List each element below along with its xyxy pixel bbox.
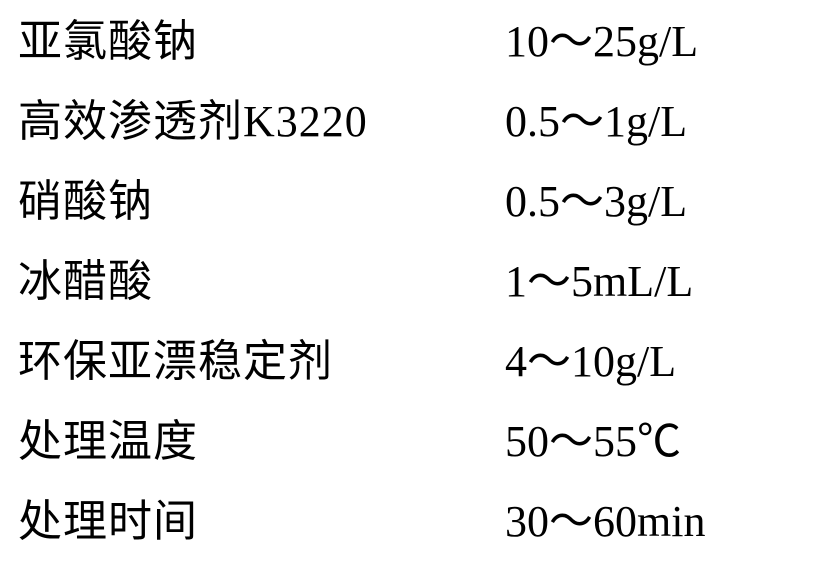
param-value: 10～25g/L <box>505 2 698 82</box>
table-row: 高效渗透剂K3220 0.5～1g/L <box>0 82 832 162</box>
param-value: 0.5～3g/L <box>505 162 687 242</box>
table-row: 冰醋酸 1～5mL/L <box>0 242 832 322</box>
table-row: 硝酸钠 0.5～3g/L <box>0 162 832 242</box>
param-value: 1～5mL/L <box>505 242 693 322</box>
param-label: 冰醋酸 <box>18 242 153 322</box>
table-row: 亚氯酸钠 10～25g/L <box>0 2 832 82</box>
table-row: 处理时间 30～60min <box>0 482 832 562</box>
param-label: 处理时间 <box>18 482 198 562</box>
parameter-list: 亚氯酸钠 10～25g/L 高效渗透剂K3220 0.5～1g/L 硝酸钠 0.… <box>0 0 832 565</box>
table-row: 环保亚漂稳定剂 4～10g/L <box>0 322 832 402</box>
param-label: 亚氯酸钠 <box>18 2 198 82</box>
param-label: 硝酸钠 <box>18 162 153 242</box>
param-label: 处理温度 <box>18 402 198 482</box>
param-label: 环保亚漂稳定剂 <box>18 322 333 402</box>
param-label: 高效渗透剂K3220 <box>18 82 368 162</box>
param-value: 30～60min <box>505 482 705 562</box>
param-value: 0.5～1g/L <box>505 82 687 162</box>
param-value: 4～10g/L <box>505 322 676 402</box>
param-value: 50～55℃ <box>505 402 681 482</box>
table-row: 处理温度 50～55℃ <box>0 402 832 482</box>
